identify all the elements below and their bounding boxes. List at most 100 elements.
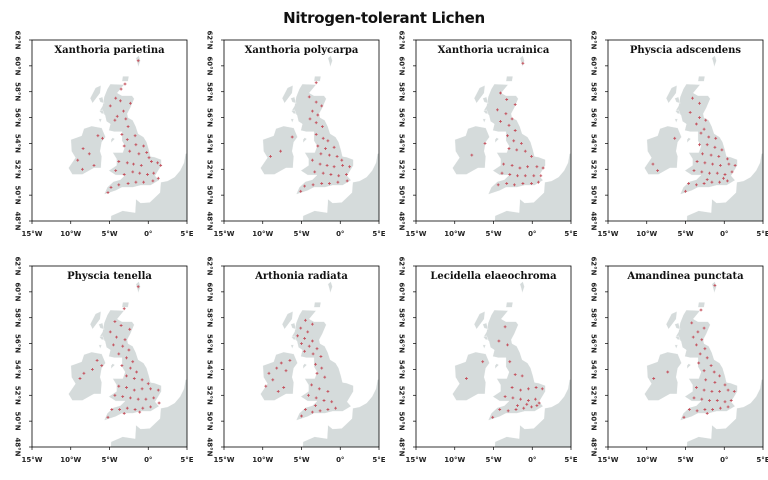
record-point — [504, 112, 508, 116]
record-point — [704, 378, 708, 382]
record-point — [710, 180, 714, 184]
mull-landmass — [483, 109, 489, 114]
record-point — [126, 125, 130, 128]
record-point — [718, 390, 721, 393]
x-tick-label: 10°W — [252, 230, 273, 238]
shetland-landmass — [519, 281, 525, 294]
record-point — [136, 59, 140, 63]
record-point — [314, 396, 318, 400]
x-tick-label: 10°W — [252, 456, 273, 464]
record-point — [264, 384, 268, 388]
x-tick-label: 15°W — [214, 456, 235, 464]
record-point — [332, 145, 336, 149]
y-tick-label: 62°N — [14, 30, 22, 49]
record-point — [101, 136, 104, 140]
orkney-landmass — [697, 76, 706, 82]
record-point — [117, 352, 121, 356]
record-point — [516, 174, 519, 178]
record-point — [691, 96, 694, 100]
record-point — [688, 408, 691, 411]
x-tick-label: 10°W — [444, 230, 465, 238]
record-point — [711, 162, 714, 166]
record-point — [106, 191, 110, 194]
record-point — [125, 386, 128, 389]
islay-landmass — [482, 344, 487, 350]
record-point — [124, 117, 128, 121]
record-point — [481, 360, 485, 364]
record-point — [127, 348, 131, 352]
record-point — [498, 408, 502, 411]
outer-hebrides-landmass — [89, 310, 102, 330]
record-point — [120, 133, 124, 136]
orkney-landmass — [121, 302, 130, 308]
record-point — [692, 396, 696, 400]
species-title: Xanthoria polycarpa — [245, 45, 359, 56]
record-point — [506, 409, 510, 413]
record-point — [702, 127, 706, 131]
record-point — [684, 189, 687, 193]
record-point — [726, 388, 730, 392]
records-layer — [465, 325, 544, 419]
record-point — [523, 174, 527, 178]
record-point — [695, 343, 698, 347]
y-tick-label: 58°N — [397, 308, 405, 327]
great-britain-landmass — [675, 309, 738, 421]
continental-europe-landmass — [302, 152, 379, 221]
record-point — [147, 156, 151, 160]
record-point — [325, 164, 329, 167]
record-point — [519, 397, 522, 401]
record-point — [113, 393, 117, 397]
record-point — [709, 364, 713, 367]
record-point — [140, 378, 144, 382]
map-panel: 15°W 10°W 5°W 0° 5°E 48°N 50°N 52°N 54°N 56°N 58°N… — [576, 256, 768, 466]
record-point — [311, 352, 315, 356]
y-tick-label: 58°N — [589, 82, 597, 101]
record-point — [330, 400, 334, 404]
record-point — [119, 324, 123, 327]
record-point — [520, 142, 523, 145]
record-point — [723, 383, 727, 387]
record-point — [682, 415, 686, 419]
mull-landmass — [675, 109, 681, 114]
record-point — [514, 408, 518, 411]
outer-hebrides-landmass — [665, 84, 678, 104]
record-point — [296, 334, 299, 338]
orkney-landmass — [505, 302, 514, 308]
y-tick-label: 48°N — [398, 437, 406, 456]
record-point — [112, 343, 115, 347]
record-point — [703, 408, 707, 411]
y-tick-label: 48°N — [206, 437, 214, 456]
record-point — [307, 95, 311, 99]
continental-europe-landmass — [110, 378, 187, 447]
y-tick-label: 50°N — [397, 186, 405, 205]
mull-landmass — [99, 335, 105, 340]
record-point — [115, 335, 118, 339]
record-point — [703, 161, 707, 165]
record-point — [121, 395, 125, 398]
map-panel-svg: 15°W 10°W 5°W 0° 5°E 48°N 50°N 52°N 54°N 56°N 58°N… — [397, 30, 577, 238]
record-point — [100, 364, 104, 367]
x-tick-label: 5°E — [372, 230, 385, 238]
record-point — [136, 285, 140, 289]
record-point — [699, 131, 703, 135]
record-point — [499, 120, 502, 123]
record-point — [698, 116, 701, 119]
record-point — [134, 180, 138, 184]
record-point — [499, 91, 502, 95]
x-tick-label: 5°E — [756, 230, 768, 238]
map-panel-svg: 15°W 10°W 5°W 0° 5°E 48°N 50°N 52°N 54°N 56°N 58°N… — [589, 30, 768, 238]
record-point — [709, 153, 713, 157]
y-tick-label: 60°N — [206, 282, 214, 301]
record-point — [348, 165, 351, 169]
outer-hebrides-landmass — [473, 310, 486, 330]
record-point — [345, 173, 348, 176]
record-point — [117, 183, 121, 187]
record-point — [299, 326, 303, 330]
record-point — [702, 369, 706, 373]
record-point — [300, 342, 303, 345]
record-point — [329, 173, 333, 176]
ireland-landmass — [644, 125, 682, 175]
shetland-landmass — [711, 55, 717, 68]
x-tick-label: 0° — [528, 230, 536, 238]
record-point — [125, 406, 129, 410]
